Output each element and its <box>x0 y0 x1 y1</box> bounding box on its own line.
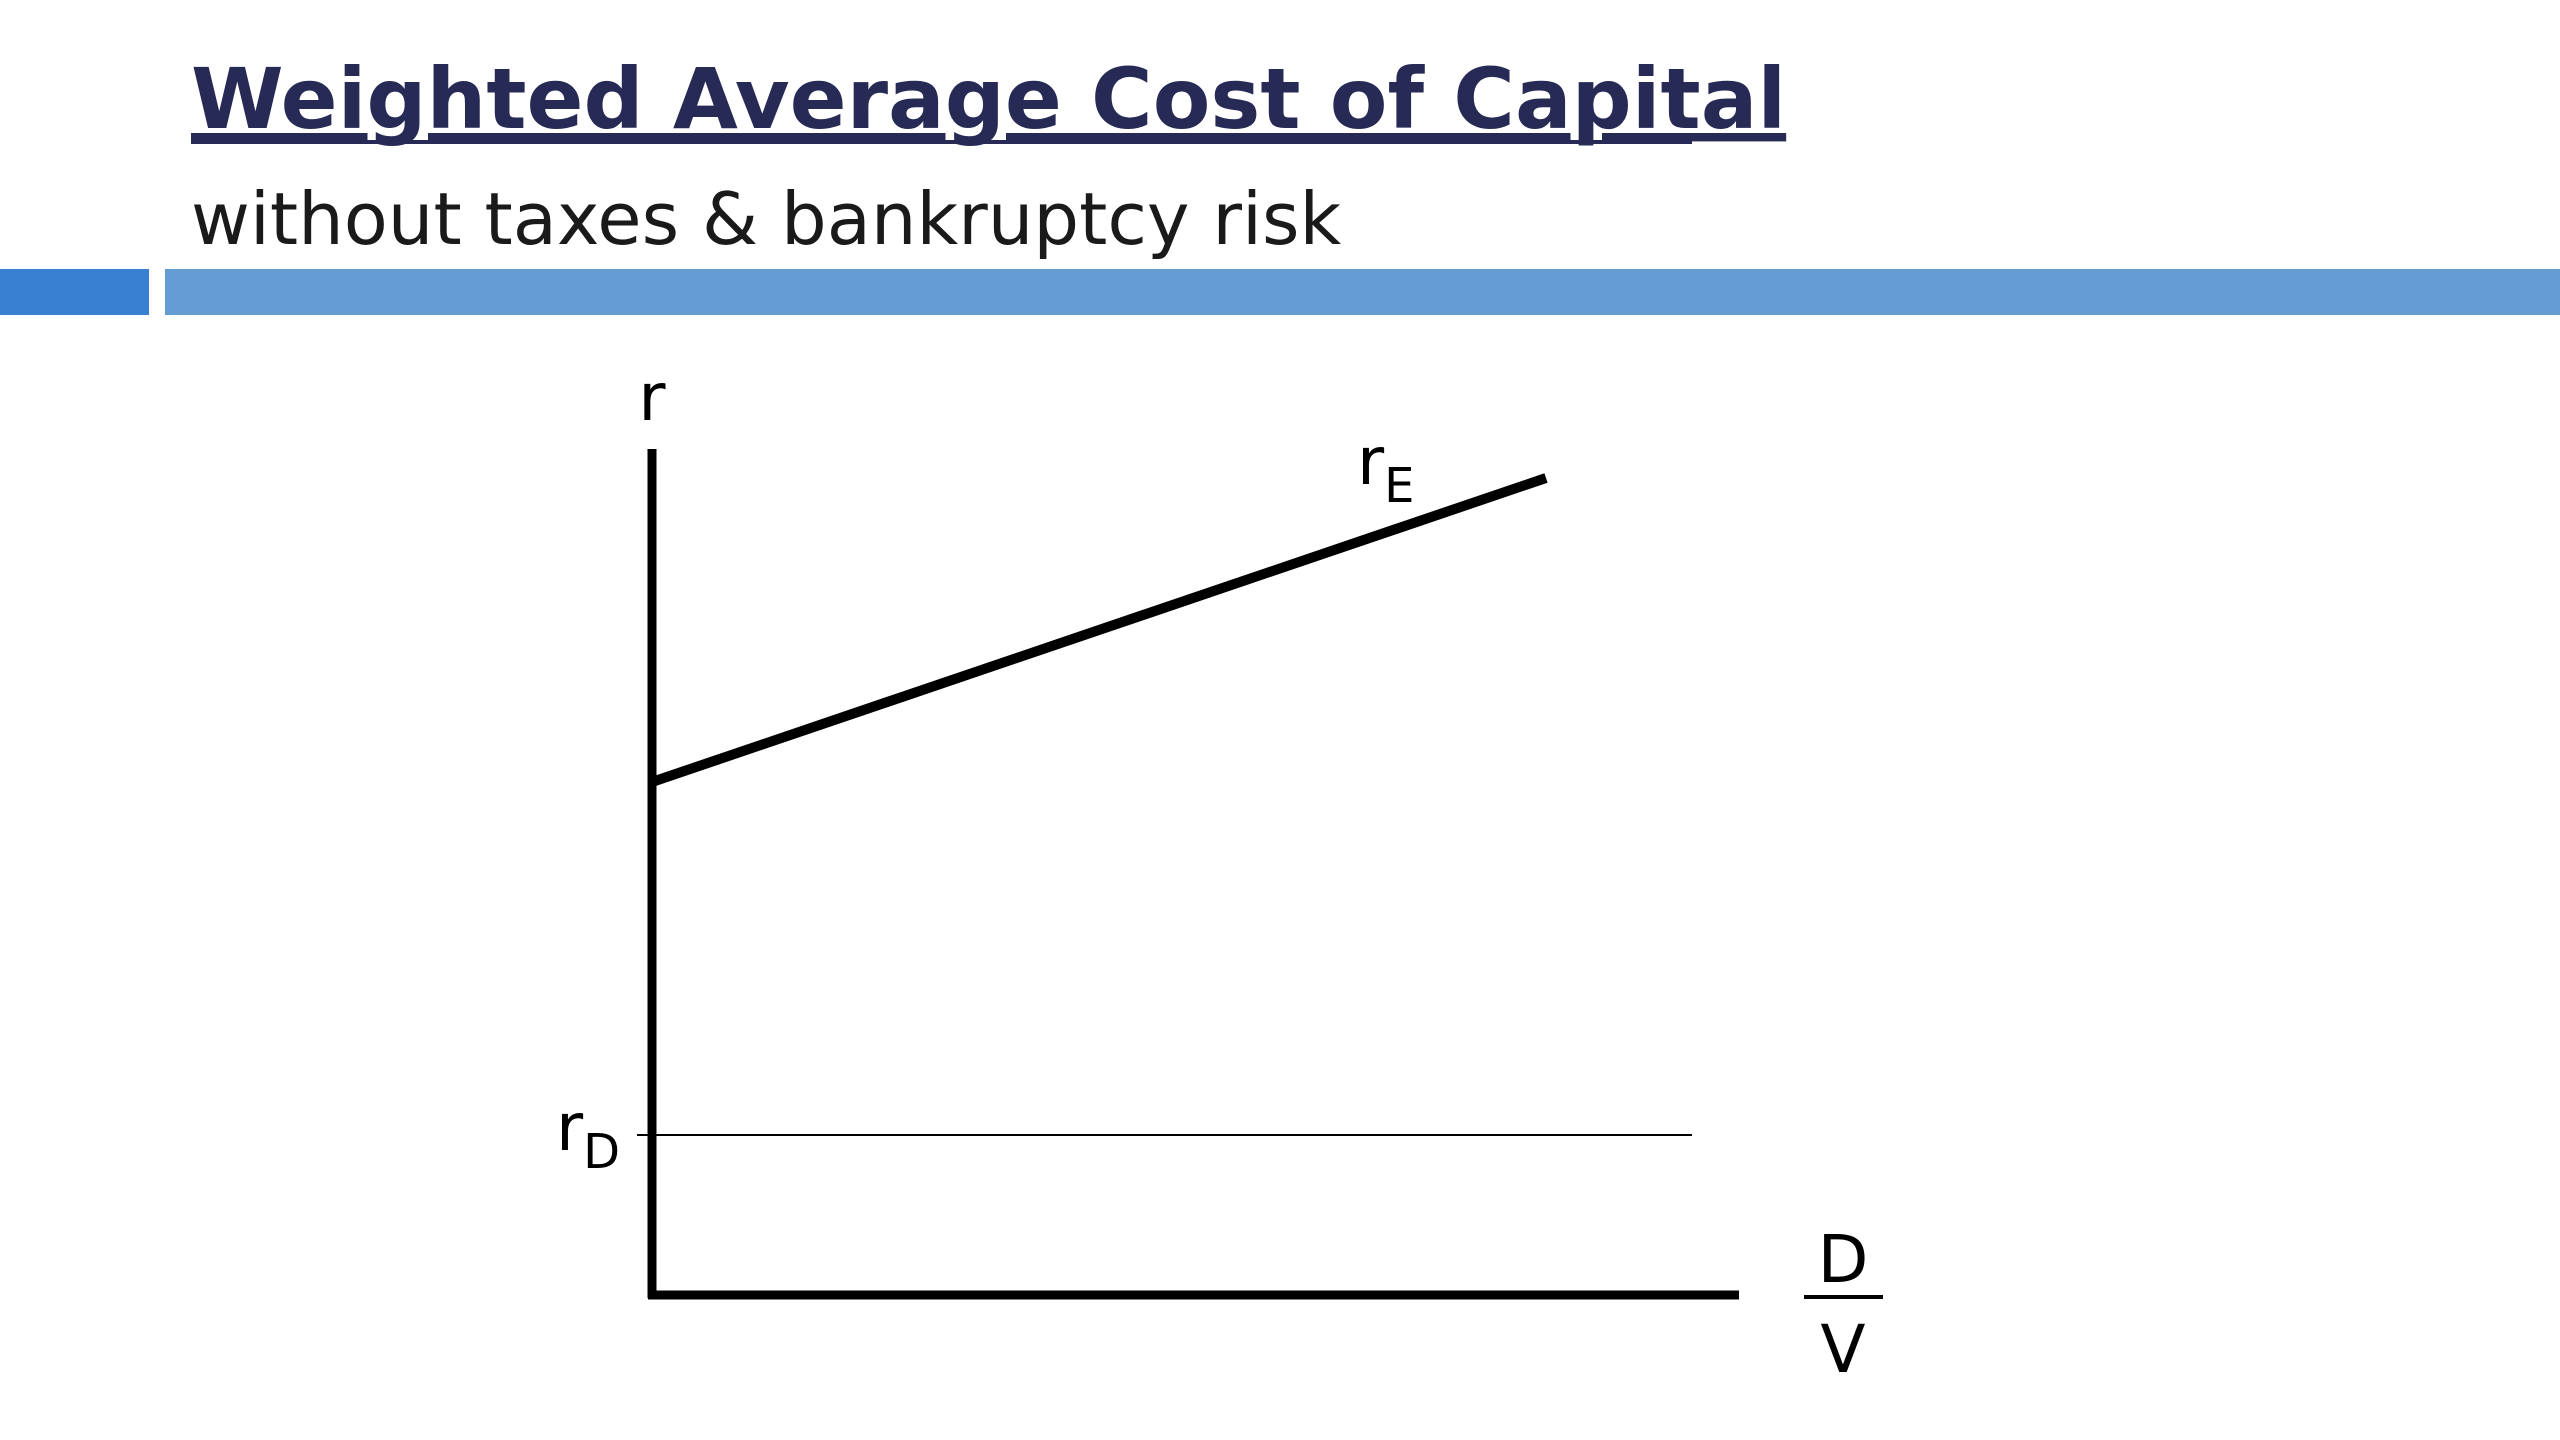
header-bar <box>165 269 2560 315</box>
re-base: r <box>1357 423 1385 500</box>
rd-base: r <box>556 1089 584 1166</box>
rd-subscript: D <box>583 1124 620 1180</box>
x-axis-numerator: D <box>1818 1221 1869 1298</box>
re-label: rE <box>1357 423 1414 514</box>
re-line <box>650 473 1548 787</box>
re-subscript: E <box>1384 458 1414 514</box>
x-axis-denominator: V <box>1820 1311 1865 1388</box>
y-axis-label: r <box>638 359 666 436</box>
subtitle: without taxes & bankruptcy risk <box>191 177 1342 261</box>
accent-bar <box>0 269 149 315</box>
rd-label: rD <box>556 1089 620 1180</box>
title: Weighted Average Cost of Capital <box>191 50 1786 148</box>
